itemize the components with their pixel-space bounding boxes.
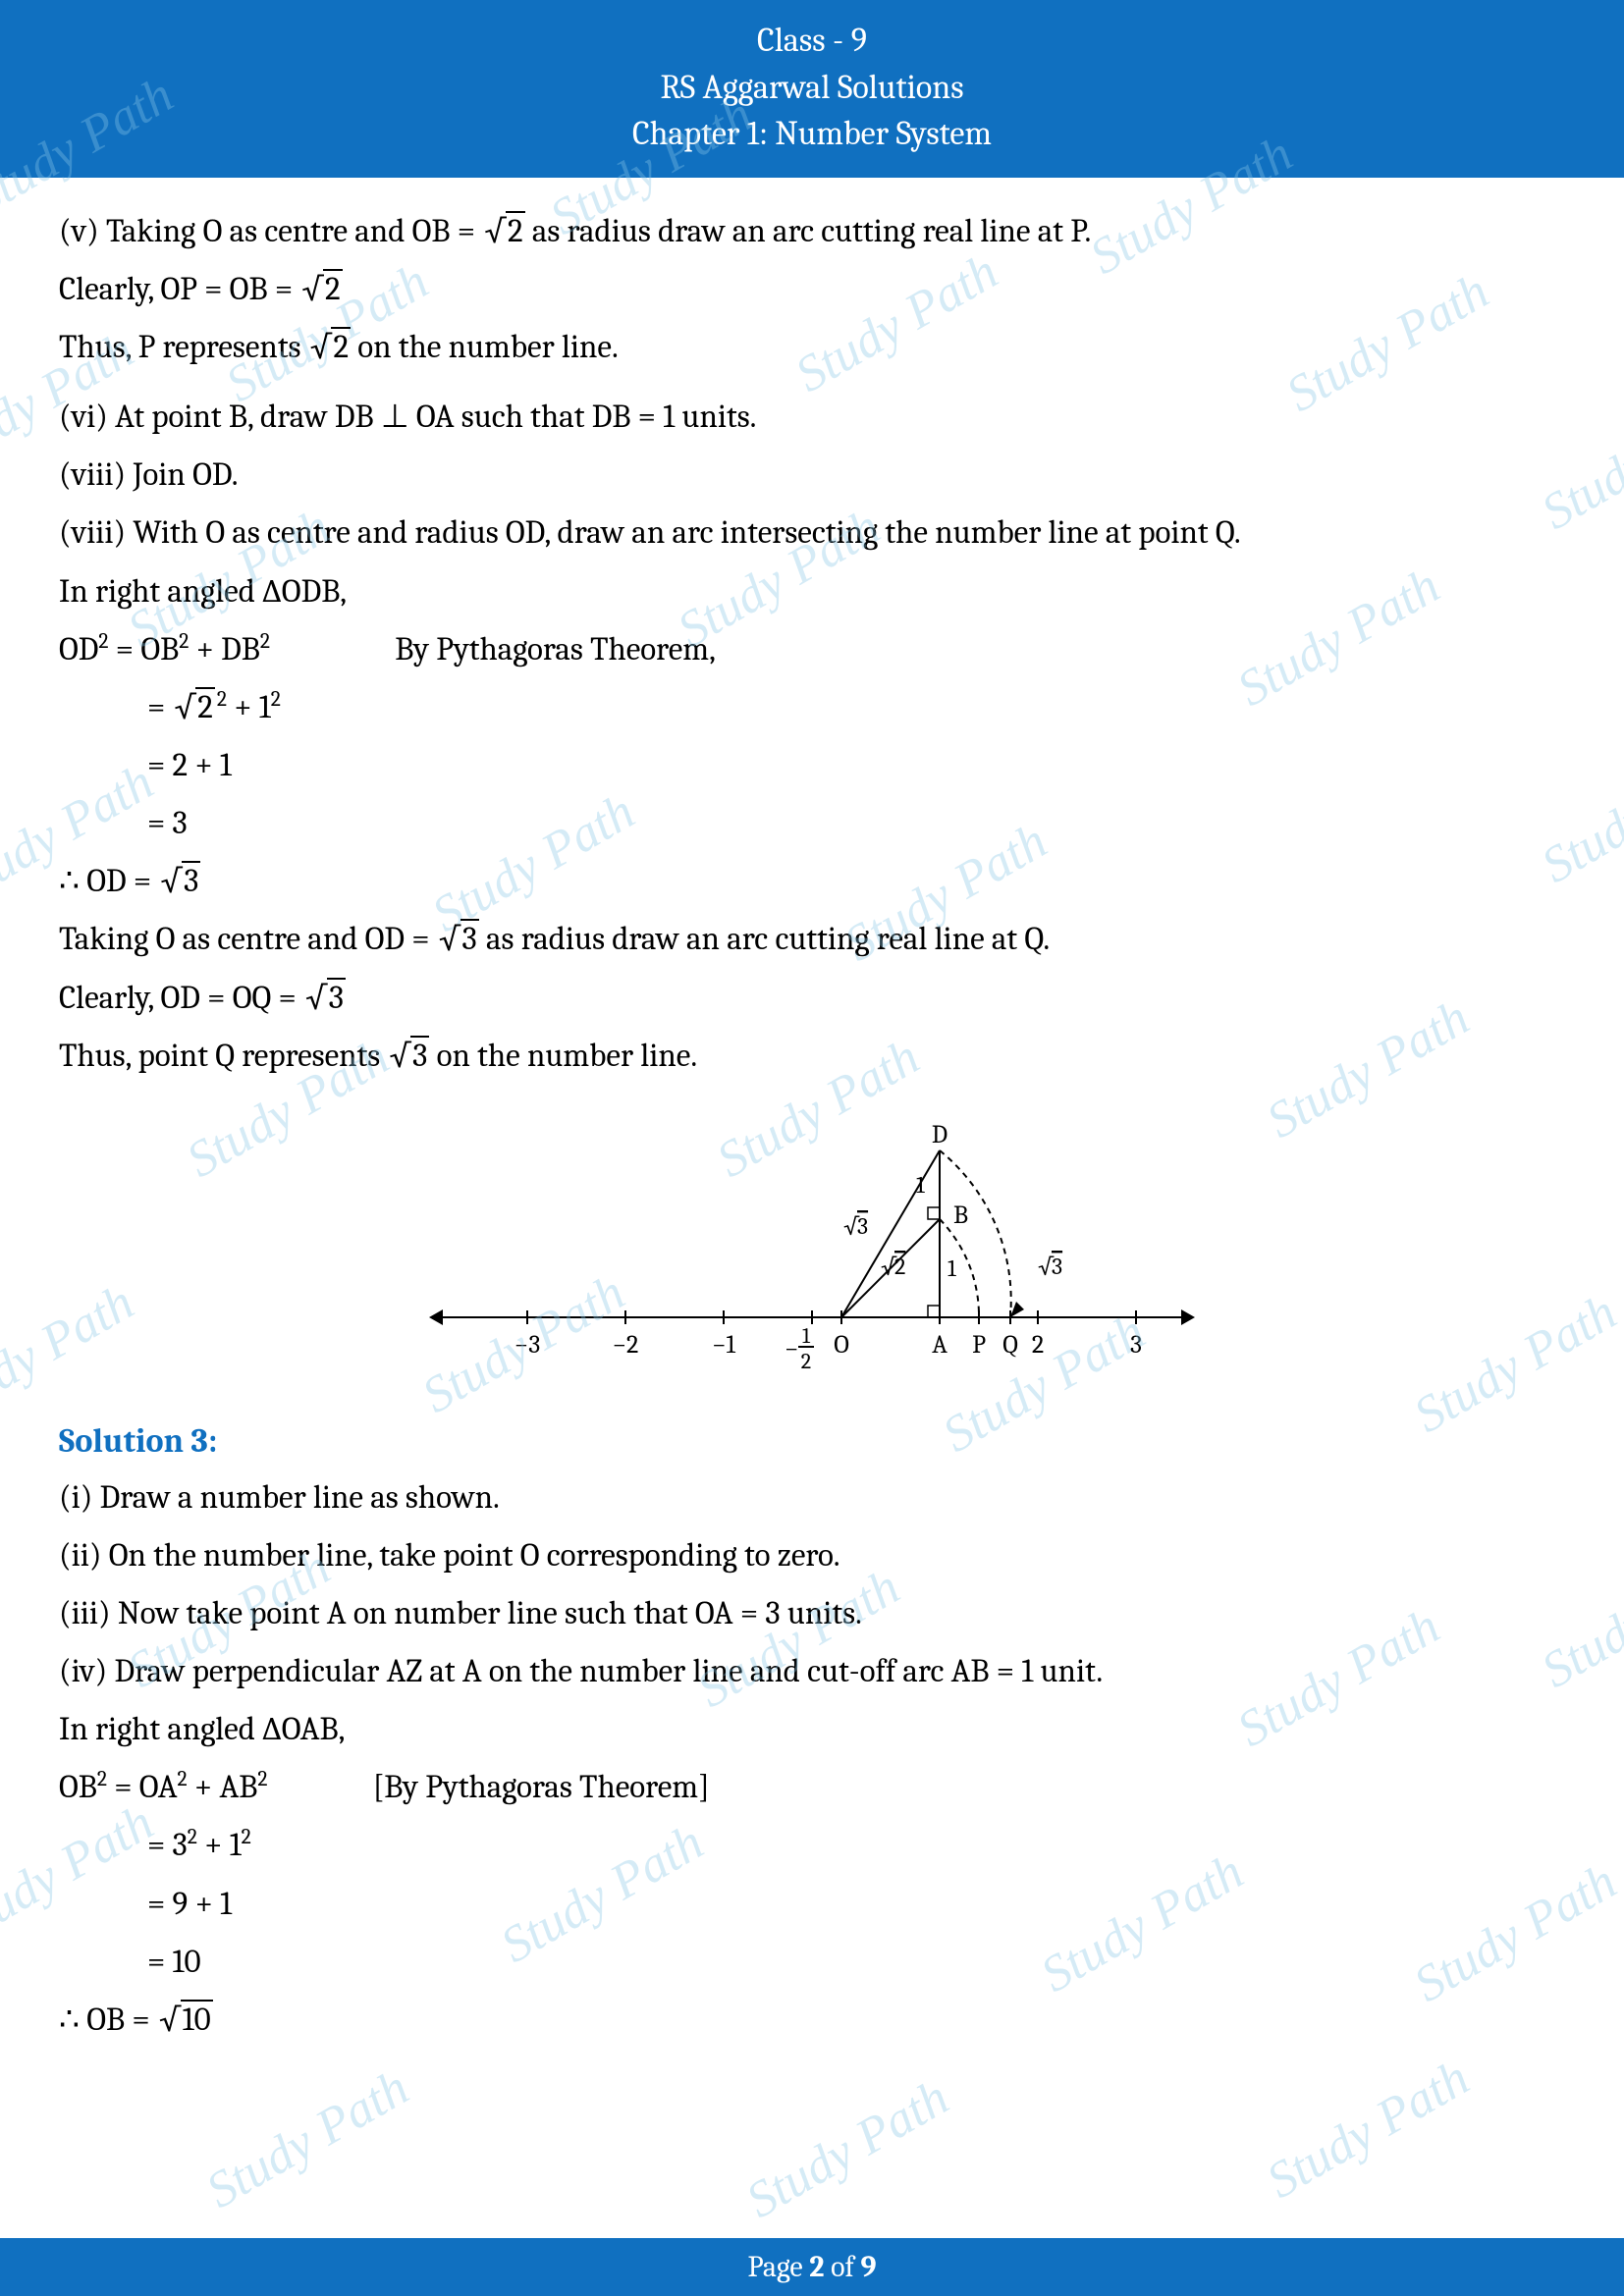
s3-eq-ob2: OB2 = OA2 + AB2 [By Pythagoras Theorem] xyxy=(59,1763,1565,1813)
footer-of: of xyxy=(824,2250,860,2284)
footer-prefix: Page xyxy=(747,2250,809,2284)
thus-p: Thus, P represents 2 on the number line. xyxy=(59,323,1565,373)
s3-eq-3sq: = 32 + 12 xyxy=(59,1821,1565,1871)
text: ∴ OB = xyxy=(59,2002,157,2039)
text: Taking O as centre and OD = xyxy=(59,921,437,958)
number-line-diagram: −3−2−1−12OAPQ23DB11√2√3√3 xyxy=(409,1111,1215,1386)
text: Clearly, OP = OB = xyxy=(59,271,299,308)
svg-text:B: B xyxy=(953,1201,968,1230)
header-class: Class - 9 xyxy=(0,18,1624,65)
text: + AB xyxy=(188,1769,258,1806)
taking-o-centre: Taking O as centre and OD = 3 as radius … xyxy=(59,915,1565,965)
text: = 3 xyxy=(147,1827,188,1864)
svg-text:O: O xyxy=(834,1330,849,1360)
sqrt-3: 3 xyxy=(158,857,200,907)
step-vii: (viii) Join OD. xyxy=(59,451,1565,501)
pythagoras-note: [By Pythagoras Theorem] xyxy=(373,1769,710,1806)
s3-step2: (ii) On the number line, take point O co… xyxy=(59,1531,1565,1581)
right-angle-odb: In right angled ∆ODB, xyxy=(59,567,1565,617)
text: as radius draw an arc cutting real line … xyxy=(525,213,1092,250)
svg-text:3: 3 xyxy=(1130,1330,1142,1360)
s3-therefore-ob: ∴ OB = 10 xyxy=(59,1996,1565,2046)
text: OD xyxy=(59,631,98,668)
header-book: RS Aggarwal Solutions xyxy=(0,65,1624,112)
footer-current-page: 2 xyxy=(809,2250,824,2284)
step-viii: (viii) With O as centre and radius OD, d… xyxy=(59,508,1565,559)
header-chapter: Chapter 1: Number System xyxy=(0,111,1624,158)
text: Thus, P represents xyxy=(59,329,308,366)
svg-text:P: P xyxy=(972,1330,986,1360)
svg-text:1: 1 xyxy=(802,1323,811,1349)
text: + 1 xyxy=(197,1827,242,1864)
text: on the number line. xyxy=(429,1038,697,1075)
s3-step3: (iii) Now take point A on number line su… xyxy=(59,1589,1565,1639)
svg-text:−2: −2 xyxy=(613,1330,639,1360)
clearly-od: Clearly, OD = OQ = 3 xyxy=(59,974,1565,1024)
svg-text:−: − xyxy=(785,1334,798,1363)
eq-od2: OD2 = OB2 + DB2 By Pythagoras Theorem, xyxy=(59,625,1565,675)
pythagoras-note: By Pythagoras Theorem, xyxy=(395,625,716,675)
sqrt-3: 3 xyxy=(437,915,479,965)
clearly-op: Clearly, OP = OB = 2 xyxy=(59,265,1565,315)
s3-right-angle: In right angled ∆OAB, xyxy=(59,1705,1565,1755)
step-vi: (vi) At point B, draw DB ⊥ OA such that … xyxy=(59,393,1565,443)
svg-text:D: D xyxy=(932,1120,947,1149)
svg-text:3: 3 xyxy=(857,1212,868,1240)
text: on the number line. xyxy=(351,329,619,366)
eq-2plus1: = 2 + 1 xyxy=(59,741,1565,791)
sqrt-2: 2 xyxy=(173,683,215,733)
text: = xyxy=(147,689,173,726)
footer-total-pages: 9 xyxy=(860,2250,876,2284)
text: (v) Taking O as centre and OB = xyxy=(59,213,482,250)
therefore-od: ∴ OD = 3 xyxy=(59,857,1565,907)
svg-text:A: A xyxy=(932,1330,947,1360)
svg-text:−3: −3 xyxy=(514,1330,540,1360)
sqrt-3: 3 xyxy=(387,1032,429,1082)
svg-text:2: 2 xyxy=(1032,1330,1044,1360)
sqrt-10: 10 xyxy=(157,1996,213,2046)
page-footer: Page 2 of 9 xyxy=(0,2238,1624,2296)
s3-eq-10: = 10 xyxy=(59,1938,1565,1988)
svg-text:Q: Q xyxy=(1002,1330,1018,1360)
text: as radius draw an arc cutting real line … xyxy=(479,921,1050,958)
sqrt-2: 2 xyxy=(299,265,342,315)
step-v: (v) Taking O as centre and OB = 2 as rad… xyxy=(59,207,1565,257)
thus-q: Thus, point Q represents 3 on the number… xyxy=(59,1032,1565,1082)
svg-text:−1: −1 xyxy=(712,1330,735,1360)
svg-text:2: 2 xyxy=(894,1253,905,1280)
sqrt-2: 2 xyxy=(482,207,524,257)
text: Thus, point Q represents xyxy=(59,1038,387,1075)
text: = OB xyxy=(109,631,180,668)
solution-3-heading: Solution 3: xyxy=(59,1415,1565,1468)
svg-text:2: 2 xyxy=(801,1349,811,1374)
eq-3: = 3 xyxy=(59,799,1565,849)
svg-text:1: 1 xyxy=(947,1255,956,1282)
s3-step4: (iv) Draw perpendicular AZ at A on the n… xyxy=(59,1647,1565,1697)
text: + 1 xyxy=(227,689,271,726)
page-content: (v) Taking O as centre and OB = 2 as rad… xyxy=(0,178,1624,2046)
text: = OA xyxy=(107,1769,178,1806)
sqrt-3: 3 xyxy=(303,974,346,1024)
text: ∴ OD = xyxy=(59,863,158,900)
svg-text:1: 1 xyxy=(916,1171,925,1199)
text: OB xyxy=(59,1769,97,1806)
text: + DB xyxy=(189,631,260,668)
s3-eq-9plus1: = 9 + 1 xyxy=(59,1880,1565,1930)
text: Clearly, OD = OQ = xyxy=(59,980,303,1017)
page-header: Class - 9 RS Aggarwal Solutions Chapter … xyxy=(0,0,1624,178)
svg-text:3: 3 xyxy=(1052,1253,1062,1280)
sqrt-2: 2 xyxy=(308,323,351,373)
eq-sqrt2sq: = 22 + 12 xyxy=(59,683,1565,733)
s3-step1: (i) Draw a number line as shown. xyxy=(59,1473,1565,1523)
